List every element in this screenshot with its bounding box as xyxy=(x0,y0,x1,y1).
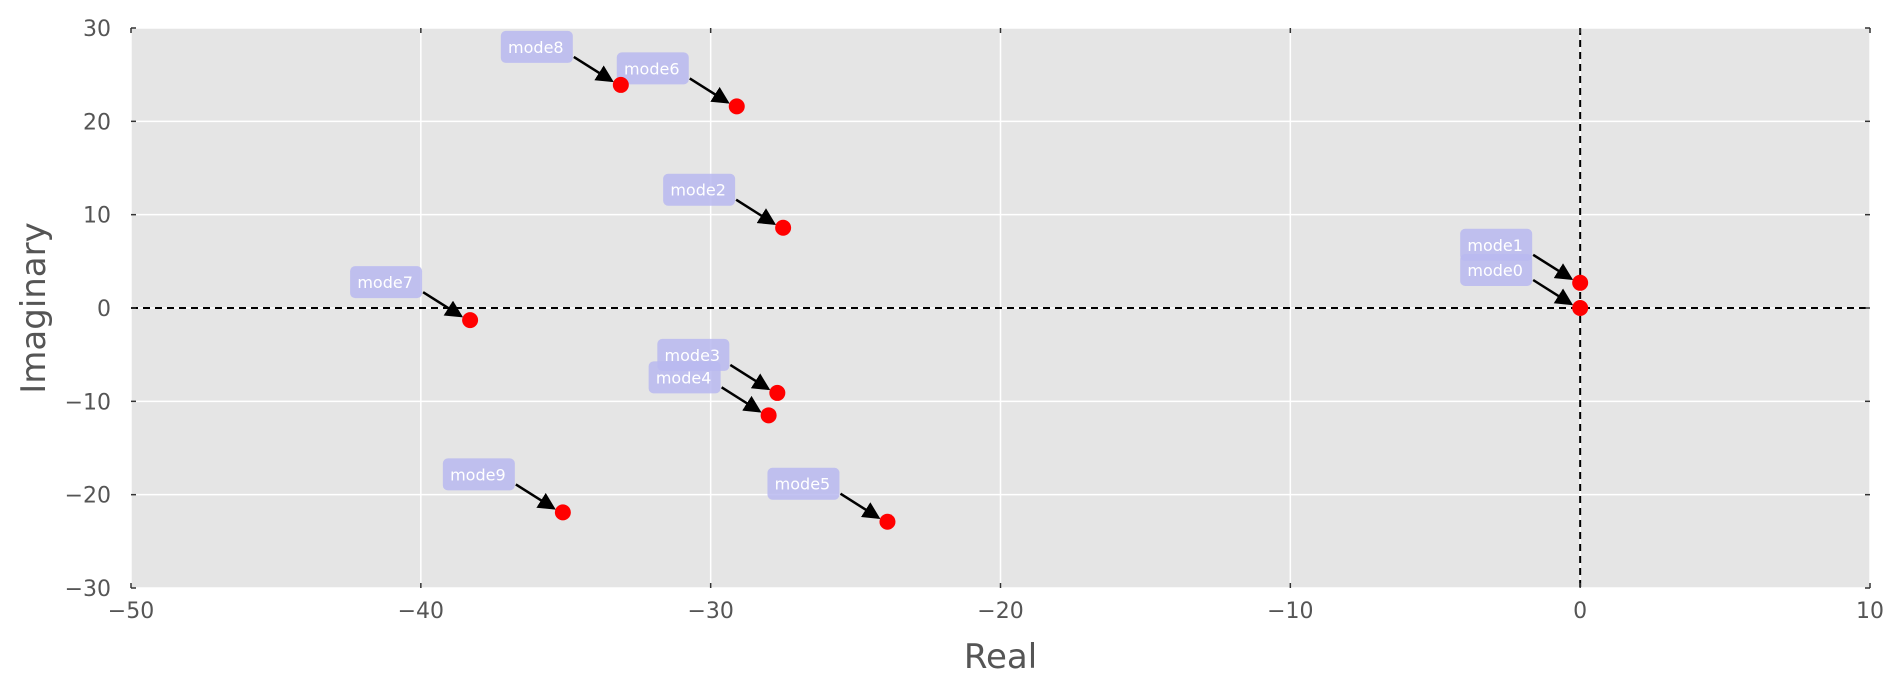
annotation-box xyxy=(442,458,515,491)
y-tick-label: 30 xyxy=(83,17,111,42)
annotations: mode0 mode1 mode2 mode3 mode4 mode5 mode6 mode7… xyxy=(350,30,1574,519)
annotation-arrow xyxy=(729,363,771,391)
data-point-mode7 xyxy=(462,312,479,329)
annotation-label: mode2 xyxy=(670,181,726,200)
data-point-mode4 xyxy=(760,407,777,424)
annotation-label: mode8 xyxy=(508,38,564,57)
data-point-mode2 xyxy=(775,219,792,236)
x-tick-label: 10 xyxy=(1856,599,1884,624)
x-axis-label: Real xyxy=(964,637,1037,677)
data-point-mode8 xyxy=(612,76,629,93)
annotation-label: mode1 xyxy=(1467,236,1523,255)
y-axis-label: Imaginary xyxy=(14,222,54,394)
annotation-arrow xyxy=(689,77,730,104)
y-tick-label: −20 xyxy=(65,484,111,509)
annotation-label: mode5 xyxy=(775,475,831,494)
axis-ticks: −50 −40 −30 −20 −10 0 10 −30 −20 −10 0 10 20 30 xyxy=(65,17,1884,624)
annotation-box xyxy=(767,467,840,500)
annotation-label: mode6 xyxy=(624,59,680,78)
annotation-box xyxy=(500,30,573,63)
annotation-arrow xyxy=(573,55,614,83)
y-tick-label: −10 xyxy=(65,390,111,415)
y-tick-label: 20 xyxy=(83,110,111,135)
annotation-arrow xyxy=(422,291,464,318)
annotation-box xyxy=(350,266,423,299)
data-point-mode6 xyxy=(728,98,745,115)
data-points xyxy=(462,76,1589,530)
y-tick-label: 10 xyxy=(83,204,111,229)
annotation-box xyxy=(1460,228,1533,261)
annotation-arrow xyxy=(515,483,556,510)
annotation-label: mode3 xyxy=(665,346,721,365)
annotation-label: mode7 xyxy=(357,273,413,292)
annotation-arrow xyxy=(735,198,777,225)
annotation-box xyxy=(648,361,721,394)
annotation-arrow xyxy=(839,492,881,519)
x-tick-label: −10 xyxy=(1267,599,1313,624)
y-tick-label: −30 xyxy=(65,577,111,602)
y-tick-label: 0 xyxy=(97,297,111,322)
data-point-mode9 xyxy=(554,504,571,521)
annotation-label: mode4 xyxy=(656,368,712,387)
x-tick-label: 0 xyxy=(1573,599,1587,624)
data-point-mode5 xyxy=(879,513,896,530)
data-point-mode3 xyxy=(769,384,786,401)
x-tick-label: −30 xyxy=(687,599,733,624)
data-point-mode0 xyxy=(1572,300,1589,316)
x-tick-label: −20 xyxy=(977,599,1023,624)
annotation-arrow xyxy=(1532,278,1574,306)
x-tick-label: −50 xyxy=(108,599,154,624)
annotation-arrow xyxy=(720,386,762,413)
annotation-label: mode9 xyxy=(450,465,506,484)
annotation-box xyxy=(616,52,689,85)
x-tick-label: −40 xyxy=(398,599,444,624)
annotation-box xyxy=(663,173,736,206)
data-point-mode1 xyxy=(1572,274,1589,291)
annotation-label: mode0 xyxy=(1467,261,1523,280)
annotation-box xyxy=(1460,254,1533,286)
annotation-arrow xyxy=(1532,253,1574,281)
